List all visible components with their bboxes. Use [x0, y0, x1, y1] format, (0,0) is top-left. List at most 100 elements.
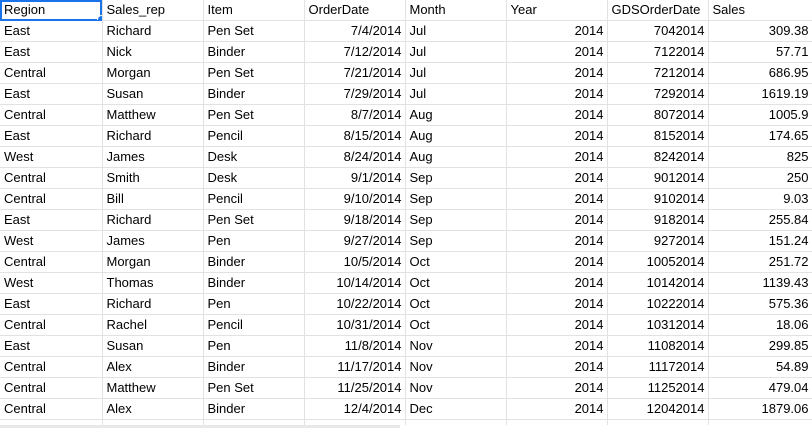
cell-sales[interactable]: 18.06 [708, 314, 812, 336]
cell-order-date[interactable]: 7/21/2014 [304, 62, 406, 84]
cell-month[interactable]: Nov [405, 356, 507, 378]
cell-sales-rep[interactable]: Matthew [102, 104, 204, 126]
cell-year[interactable]: 2014 [506, 293, 608, 315]
cell-header-sales[interactable]: Sales [708, 0, 812, 21]
cell-sales[interactable]: 151.24 [708, 230, 812, 252]
cell-month[interactable]: Sep [405, 188, 507, 210]
cell-gds-order-date[interactable]: 10222014 [607, 293, 709, 315]
cell-header-month[interactable]: Month [405, 0, 507, 21]
cell-sales-rep[interactable]: Richard [102, 293, 204, 315]
cell-item[interactable]: Pen Set [203, 104, 305, 126]
cell-gds-order-date[interactable]: 12042014 [607, 398, 709, 420]
cell-month[interactable]: Oct [405, 293, 507, 315]
cell-order-date[interactable]: 7/12/2014 [304, 41, 406, 63]
cell-item[interactable]: Binder [203, 251, 305, 273]
cell-sales[interactable]: 1879.06 [708, 398, 812, 420]
cell-order-date[interactable]: 8/24/2014 [304, 146, 406, 168]
cell-month[interactable]: Nov [405, 377, 507, 399]
cell-sales-rep[interactable]: Susan [102, 83, 204, 105]
cell-header-order-date[interactable]: OrderDate [304, 0, 406, 21]
cell-gds-order-date[interactable]: 11172014 [607, 356, 709, 378]
cell-item[interactable]: Pen [203, 230, 305, 252]
cell-gds-order-date[interactable]: 7042014 [607, 20, 709, 42]
cell-item[interactable]: Pen [203, 293, 305, 315]
cell-year[interactable]: 2014 [506, 230, 608, 252]
cell-gds-order-date[interactable]: 9102014 [607, 188, 709, 210]
cell-year[interactable]: 2014 [506, 62, 608, 84]
cell-order-date[interactable]: 11/8/2014 [304, 335, 406, 357]
cell-region[interactable]: Central [0, 377, 103, 399]
cell-sales[interactable]: 479.04 [708, 377, 812, 399]
cell-sales-rep[interactable]: Nick [102, 41, 204, 63]
cell-header-gds-order-date[interactable]: GDSOrderDate [607, 0, 709, 21]
cell-month[interactable]: Nov [405, 335, 507, 357]
cell-order-date[interactable]: 9/18/2014 [304, 209, 406, 231]
cell-order-date[interactable]: 7/4/2014 [304, 20, 406, 42]
cell-sales-rep[interactable]: Richard [102, 125, 204, 147]
cell-sales[interactable]: 686.95 [708, 62, 812, 84]
cell-header-region[interactable]: Region [0, 0, 103, 21]
cell-region[interactable]: Central [0, 314, 103, 336]
cell-month[interactable]: Sep [405, 230, 507, 252]
cell-sales[interactable]: 309.38 [708, 20, 812, 42]
cell-order-date[interactable]: 11/25/2014 [304, 377, 406, 399]
cell-sales-rep[interactable]: Thomas [102, 272, 204, 294]
cell-region[interactable]: West [0, 230, 103, 252]
cell-item[interactable]: Pen Set [203, 209, 305, 231]
cell-gds-order-date[interactable]: 8152014 [607, 125, 709, 147]
cell-region[interactable]: Central [0, 356, 103, 378]
cell-region[interactable]: Central [0, 251, 103, 273]
cell-order-date[interactable]: 10/14/2014 [304, 272, 406, 294]
cell-sales-rep[interactable]: Bill [102, 188, 204, 210]
cell-year[interactable]: 2014 [506, 20, 608, 42]
cell-sales[interactable]: 1619.19 [708, 83, 812, 105]
cell-gds-order-date[interactable]: 9012014 [607, 167, 709, 189]
cell-item[interactable]: Binder [203, 356, 305, 378]
cell-region[interactable]: Central [0, 104, 103, 126]
cell-year[interactable]: 2014 [506, 146, 608, 168]
horizontal-scrollbar-thumb[interactable] [0, 425, 400, 428]
cell-sales[interactable]: 174.65 [708, 125, 812, 147]
horizontal-scrollbar[interactable] [0, 425, 812, 428]
cell-sales[interactable]: 9.03 [708, 188, 812, 210]
cell-month[interactable]: Jul [405, 83, 507, 105]
cell-item[interactable]: Pen [203, 335, 305, 357]
cell-region[interactable]: West [0, 146, 103, 168]
cell-sales-rep[interactable]: Susan [102, 335, 204, 357]
cell-sales[interactable]: 575.36 [708, 293, 812, 315]
cell-order-date[interactable]: 8/7/2014 [304, 104, 406, 126]
cell-item[interactable]: Binder [203, 41, 305, 63]
cell-month[interactable]: Oct [405, 251, 507, 273]
cell-gds-order-date[interactable]: 7122014 [607, 41, 709, 63]
cell-month[interactable]: Sep [405, 209, 507, 231]
cell-order-date[interactable]: 7/29/2014 [304, 83, 406, 105]
cell-item[interactable]: Pen Set [203, 20, 305, 42]
cell-year[interactable]: 2014 [506, 335, 608, 357]
cell-sales[interactable]: 825 [708, 146, 812, 168]
cell-region[interactable]: East [0, 335, 103, 357]
cell-gds-order-date[interactable]: 10312014 [607, 314, 709, 336]
cell-item[interactable]: Desk [203, 146, 305, 168]
cell-sales[interactable]: 299.85 [708, 335, 812, 357]
cell-sales[interactable]: 251.72 [708, 251, 812, 273]
cell-gds-order-date[interactable]: 9182014 [607, 209, 709, 231]
cell-month[interactable]: Sep [405, 167, 507, 189]
cell-sales[interactable]: 1139.43 [708, 272, 812, 294]
cell-item[interactable]: Pencil [203, 314, 305, 336]
cell-month[interactable]: Oct [405, 272, 507, 294]
cell-region[interactable]: East [0, 41, 103, 63]
cell-header-sales-rep[interactable]: Sales_rep [102, 0, 204, 21]
cell-year[interactable]: 2014 [506, 314, 608, 336]
fill-handle[interactable] [96, 15, 101, 20]
cell-sales-rep[interactable]: Richard [102, 209, 204, 231]
cell-gds-order-date[interactable]: 7212014 [607, 62, 709, 84]
cell-gds-order-date[interactable]: 7292014 [607, 83, 709, 105]
cell-year[interactable]: 2014 [506, 104, 608, 126]
cell-year[interactable]: 2014 [506, 272, 608, 294]
cell-gds-order-date[interactable]: 11252014 [607, 377, 709, 399]
cell-month[interactable]: Oct [405, 314, 507, 336]
cell-gds-order-date[interactable]: 10052014 [607, 251, 709, 273]
cell-year[interactable]: 2014 [506, 251, 608, 273]
cell-year[interactable]: 2014 [506, 188, 608, 210]
cell-item[interactable]: Binder [203, 272, 305, 294]
